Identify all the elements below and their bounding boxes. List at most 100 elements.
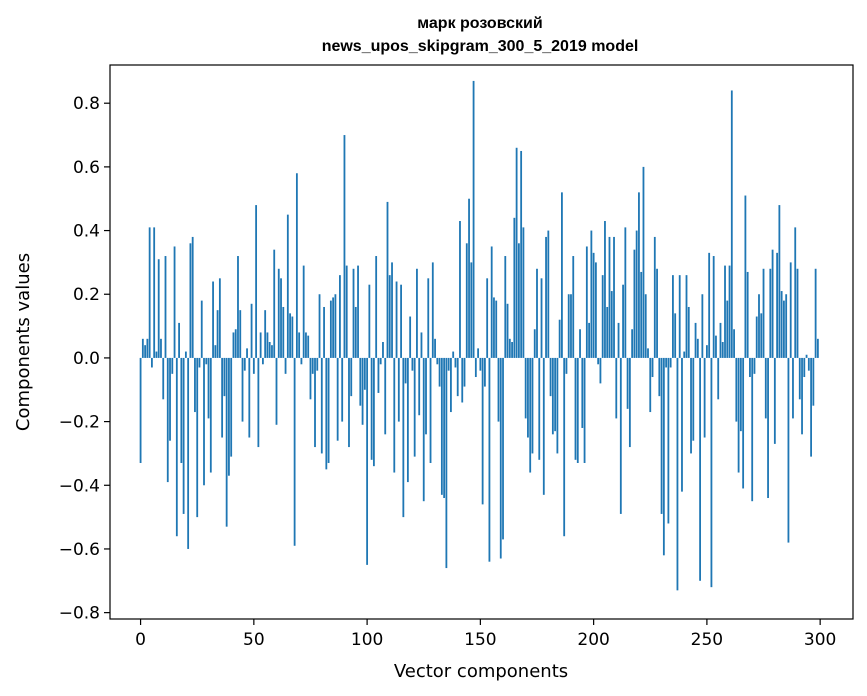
bar bbox=[203, 357, 205, 486]
bar bbox=[488, 357, 491, 562]
bar bbox=[402, 357, 405, 518]
x-tick-label: 300 bbox=[804, 630, 836, 650]
bar bbox=[212, 281, 214, 358]
bar bbox=[631, 329, 634, 358]
bar bbox=[681, 357, 683, 492]
bar bbox=[305, 332, 307, 358]
bar bbox=[352, 268, 355, 358]
bar bbox=[175, 357, 178, 537]
bar bbox=[189, 243, 192, 358]
bar bbox=[280, 278, 282, 358]
bar bbox=[341, 357, 344, 422]
bar bbox=[139, 357, 142, 463]
bar bbox=[690, 357, 692, 454]
bar bbox=[708, 252, 711, 358]
bar bbox=[406, 357, 409, 483]
bar bbox=[807, 357, 810, 371]
bar bbox=[184, 351, 187, 358]
bar bbox=[216, 310, 219, 358]
bar bbox=[504, 256, 507, 358]
bar bbox=[597, 357, 600, 365]
bar bbox=[696, 338, 699, 358]
bar bbox=[164, 256, 167, 358]
y-tick-label: −0.4 bbox=[59, 476, 100, 496]
bar bbox=[787, 357, 790, 543]
bar bbox=[250, 303, 253, 358]
bar bbox=[801, 357, 803, 435]
bar bbox=[674, 313, 677, 358]
bar bbox=[397, 357, 400, 422]
bar bbox=[348, 357, 350, 448]
bar bbox=[710, 357, 713, 588]
bar bbox=[422, 357, 425, 502]
bar bbox=[370, 357, 373, 460]
bar bbox=[705, 345, 708, 358]
bar bbox=[558, 319, 561, 358]
bar bbox=[647, 348, 649, 358]
bar bbox=[624, 227, 627, 358]
bar bbox=[368, 284, 371, 358]
bar bbox=[567, 294, 570, 358]
bar bbox=[200, 300, 203, 358]
bar bbox=[271, 345, 273, 358]
bar bbox=[339, 275, 341, 358]
bar bbox=[289, 313, 291, 358]
bar bbox=[262, 357, 264, 365]
bar bbox=[388, 275, 391, 358]
bar bbox=[683, 351, 686, 358]
bar bbox=[737, 357, 740, 473]
bar bbox=[232, 332, 235, 358]
bar bbox=[789, 262, 792, 358]
x-tick-label: 100 bbox=[351, 630, 383, 650]
bar bbox=[325, 357, 328, 470]
bar bbox=[311, 357, 314, 374]
bar bbox=[547, 230, 550, 358]
bar bbox=[617, 322, 620, 358]
bar bbox=[515, 147, 518, 358]
bar bbox=[606, 306, 609, 358]
bar bbox=[542, 357, 545, 495]
bar bbox=[778, 205, 781, 358]
y-tick-label: −0.6 bbox=[59, 540, 100, 560]
bar bbox=[771, 249, 774, 358]
bar bbox=[218, 278, 221, 358]
bar bbox=[554, 357, 557, 432]
bar bbox=[495, 300, 498, 358]
bar bbox=[794, 227, 797, 358]
bar bbox=[295, 173, 298, 358]
bar bbox=[239, 310, 242, 358]
bar bbox=[318, 294, 321, 358]
bar bbox=[599, 357, 602, 384]
bar bbox=[551, 357, 554, 435]
x-tick-label: 50 bbox=[243, 630, 265, 650]
bar bbox=[490, 246, 493, 358]
bar bbox=[633, 249, 636, 358]
bar bbox=[438, 357, 441, 387]
bar bbox=[570, 294, 572, 358]
bar bbox=[252, 357, 255, 374]
bar bbox=[746, 271, 749, 358]
bar bbox=[610, 291, 613, 358]
bar bbox=[667, 357, 670, 524]
bar bbox=[443, 357, 446, 499]
bar bbox=[703, 357, 706, 438]
bar bbox=[796, 268, 799, 358]
bar bbox=[576, 357, 579, 463]
bar bbox=[563, 357, 566, 537]
bar bbox=[764, 357, 767, 419]
bar bbox=[506, 303, 509, 358]
bar bbox=[171, 357, 174, 374]
x-tick-label: 0 bbox=[135, 630, 146, 650]
bar bbox=[565, 357, 568, 374]
bar bbox=[520, 150, 523, 358]
bar bbox=[758, 294, 760, 358]
bar bbox=[273, 249, 276, 358]
bar bbox=[726, 300, 729, 358]
bar bbox=[255, 205, 258, 358]
bar bbox=[404, 357, 407, 384]
bar bbox=[375, 256, 378, 358]
bar bbox=[581, 357, 584, 428]
bar bbox=[742, 357, 745, 489]
bar bbox=[531, 357, 534, 454]
